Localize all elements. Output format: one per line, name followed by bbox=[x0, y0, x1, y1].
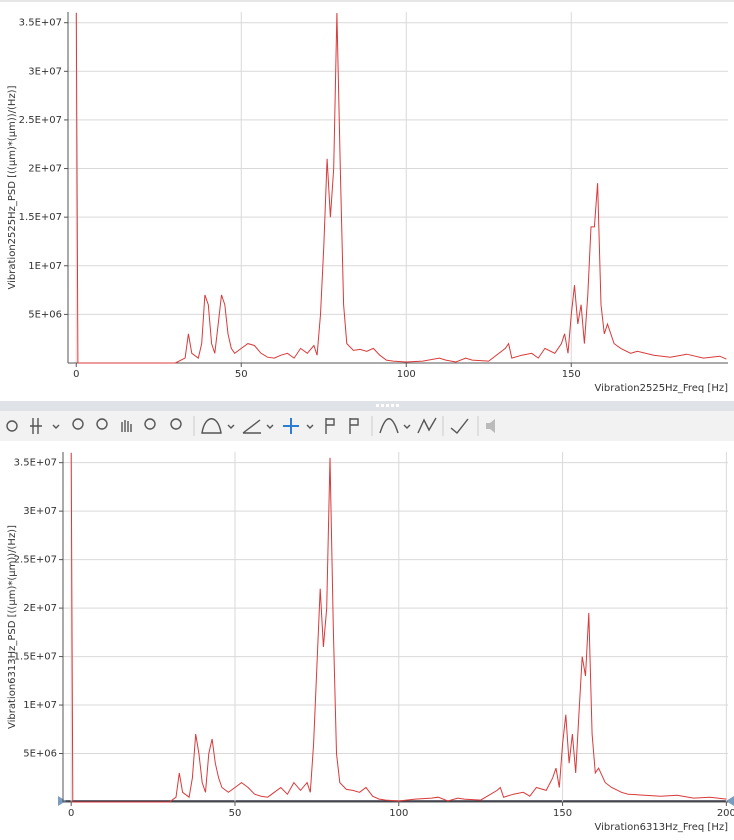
splitter-grip bbox=[376, 404, 399, 407]
x-tick-label: 0 bbox=[73, 369, 79, 380]
y-tick-label: 3.5E+07 bbox=[19, 18, 62, 29]
zoom-box-button[interactable] bbox=[144, 418, 156, 430]
y-tick-label: 1.5E+07 bbox=[14, 652, 57, 663]
line-button[interactable] bbox=[242, 419, 261, 434]
x-tick-label: 150 bbox=[553, 808, 572, 819]
splitter[interactable] bbox=[0, 401, 734, 411]
y-tick-label: 2.5E+07 bbox=[14, 555, 57, 566]
x-tick-label: 0 bbox=[68, 808, 74, 819]
marker-add-button[interactable] bbox=[325, 418, 335, 434]
check-button[interactable] bbox=[450, 418, 469, 434]
x-axis-label: Vibration6313Hz_Freq [Hz] bbox=[594, 822, 728, 833]
cursor-button[interactable] bbox=[30, 418, 42, 434]
zoom-out-button[interactable] bbox=[96, 418, 108, 430]
pan-button[interactable] bbox=[121, 420, 132, 432]
chart: 5E+06 1E+07 1.5E+07 2E+07 2.5E+07 3E+07 3.5E+0… bbox=[7, 12, 728, 394]
toolbar bbox=[0, 411, 734, 441]
x-tick-label: 200 bbox=[717, 808, 734, 819]
cursor-handle-right[interactable] bbox=[726, 796, 734, 806]
top-border bbox=[0, 0, 734, 2]
x-tick-label: 50 bbox=[229, 808, 242, 819]
y-tick-label: 2E+07 bbox=[28, 164, 62, 175]
chart: 5E+06 1E+07 1.5E+07 2E+07 2.5E+07 3E+07 3.5E+0… bbox=[7, 452, 734, 833]
y-tick-label: 5E+06 bbox=[23, 749, 57, 760]
marker-remove-button[interactable] bbox=[349, 418, 359, 434]
peak-button[interactable] bbox=[379, 418, 399, 434]
zoom-in-button[interactable] bbox=[72, 418, 84, 430]
crosshair-button[interactable] bbox=[283, 418, 299, 434]
y-tick-label: 1E+07 bbox=[23, 700, 57, 711]
y-tick-label: 3E+07 bbox=[28, 66, 62, 77]
fit-button[interactable] bbox=[201, 418, 222, 434]
y-axis-label: Vibration6313Hz_PSD [((µm)*(µm))/(Hz)] bbox=[7, 525, 18, 729]
series-line bbox=[70, 452, 727, 803]
y-tick-label: 2.5E+07 bbox=[19, 115, 62, 126]
sound-button[interactable] bbox=[486, 419, 495, 433]
y-axis-label: Vibration2525Hz_PSD [((µm)*(µm))/(Hz)] bbox=[7, 85, 18, 289]
x-tick-label: 50 bbox=[235, 369, 248, 380]
y-tick-label: 1E+07 bbox=[28, 261, 62, 272]
cursor-handle-left[interactable] bbox=[58, 796, 66, 806]
x-tick-label: 150 bbox=[562, 369, 581, 380]
y-tick-label: 3E+07 bbox=[23, 506, 57, 517]
zoom-reset-button[interactable] bbox=[170, 418, 182, 430]
trend-button[interactable] bbox=[417, 417, 437, 434]
y-tick-label: 3.5E+07 bbox=[14, 458, 57, 469]
toolbar-icons bbox=[6, 416, 495, 436]
x-tick-label: 100 bbox=[397, 369, 416, 380]
series-line bbox=[75, 12, 727, 364]
x-axis-label: Vibration2525Hz_Freq [Hz] bbox=[594, 383, 728, 394]
y-tick-label: 1.5E+07 bbox=[19, 212, 62, 223]
settings-button[interactable] bbox=[6, 420, 18, 432]
y-tick-label: 5E+06 bbox=[28, 309, 62, 320]
y-tick-label: 2E+07 bbox=[23, 603, 57, 614]
x-tick-label: 100 bbox=[389, 808, 408, 819]
